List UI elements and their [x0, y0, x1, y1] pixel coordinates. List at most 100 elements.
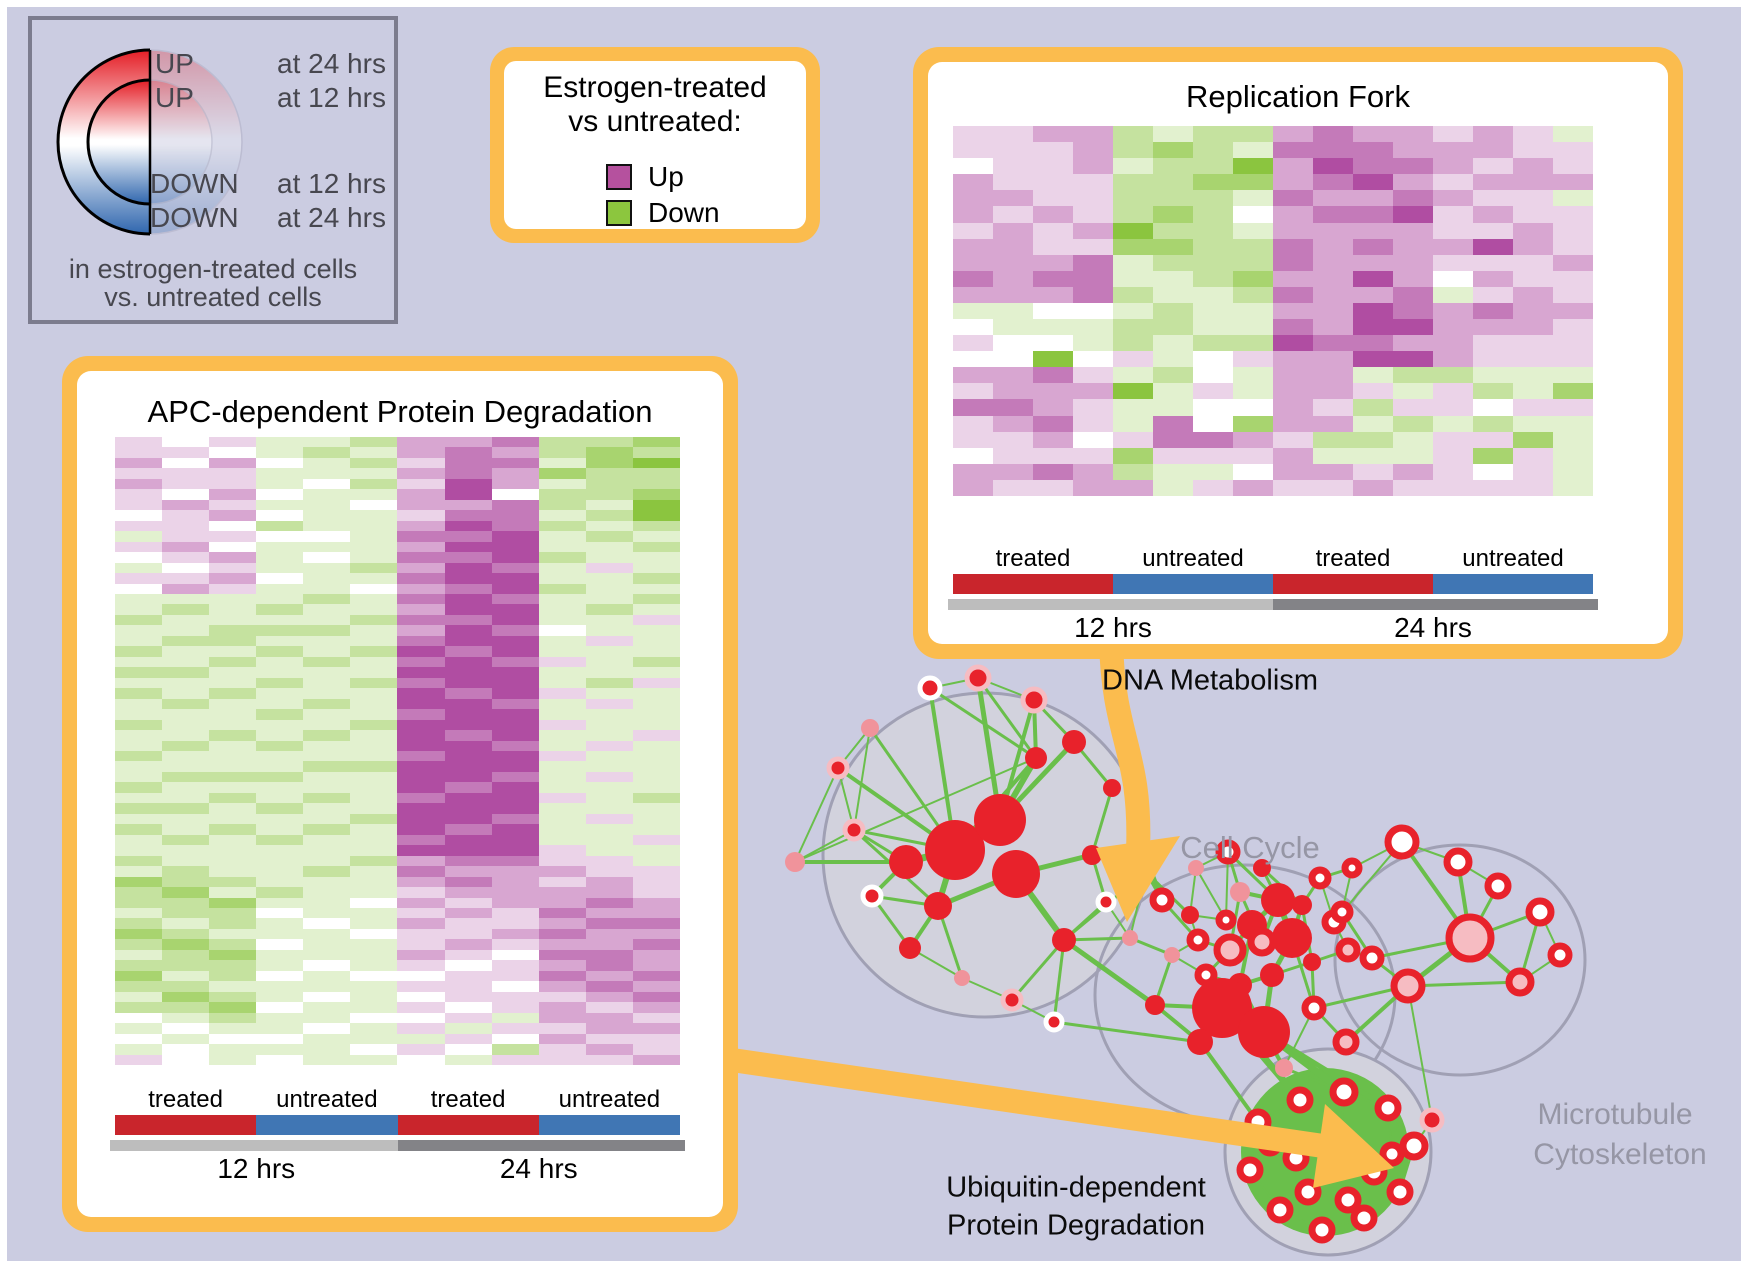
heatmap-cell	[350, 991, 398, 1003]
heatmap-cell	[585, 499, 633, 511]
heatmap-cell	[209, 761, 257, 772]
group-label: treated	[995, 545, 1071, 572]
heatmap-cell	[397, 646, 445, 657]
heatmap-cell	[303, 698, 351, 710]
heatmap-cell	[1193, 238, 1233, 255]
heatmap-cell	[1273, 158, 1313, 175]
heatmap-cell	[1473, 190, 1513, 207]
heatmap-cell	[1473, 142, 1513, 159]
heatmap-cell	[585, 907, 633, 919]
heatmap-cell	[256, 813, 304, 825]
heatmap-cell	[397, 939, 445, 950]
heatmap-cell	[115, 667, 163, 678]
heatmap-cell	[115, 876, 163, 888]
heatmap-cell	[1273, 302, 1313, 320]
heatmap-cell	[953, 254, 993, 271]
heatmap-cell	[585, 792, 633, 804]
heatmap-cell	[1473, 270, 1513, 287]
heatmap-cell	[1033, 319, 1073, 336]
heatmap-cell	[632, 907, 680, 919]
network-edge	[1010, 939, 1066, 1001]
heatmap-cell	[632, 855, 680, 867]
heatmap-cell	[350, 447, 398, 458]
heatmap-cell	[162, 939, 210, 950]
heatmap-cell	[538, 520, 586, 532]
heatmap-cell	[632, 593, 680, 605]
heatmap-cell	[303, 907, 351, 919]
heatmap-cell	[1553, 158, 1593, 175]
heatmap-cell	[1313, 351, 1353, 368]
heatmap-cell	[209, 677, 257, 689]
group-bar	[538, 1115, 680, 1135]
heatmap-cell	[209, 614, 257, 626]
heatmap-cell	[444, 688, 492, 699]
heatmap-cell	[538, 866, 586, 877]
heatmap-cell	[444, 750, 492, 762]
heatmap-cell	[209, 792, 257, 804]
heatmap-cell	[1033, 367, 1073, 384]
heatmap-cell	[209, 855, 257, 867]
heatmap-cell	[491, 468, 539, 479]
heatmap-cell	[209, 562, 257, 574]
down-swatch	[606, 200, 632, 226]
heatmap-cell	[350, 803, 398, 814]
heatmap-cell	[538, 897, 586, 908]
heatmap-cell	[209, 604, 257, 615]
heatmap-cell	[491, 740, 539, 751]
heatmap-cell	[1353, 174, 1393, 191]
heatmap-cell	[397, 792, 445, 804]
heatmap-cell	[256, 866, 304, 877]
replication-fork-group-labels: treated untreated treated untreated	[953, 545, 1593, 573]
heatmap-cell	[350, 740, 398, 751]
heatmap-cell	[256, 970, 304, 982]
network-node	[1547, 942, 1573, 968]
heatmap-cell	[491, 531, 539, 542]
heatmap-cell	[162, 970, 210, 982]
heatmap-cell	[953, 142, 993, 159]
heatmap-cell	[1233, 190, 1273, 207]
heatmap-cell	[162, 782, 210, 793]
heatmap-cell	[491, 677, 539, 689]
heatmap-cell	[538, 824, 586, 835]
heatmap-cell	[303, 677, 351, 689]
heatmap-cell	[303, 614, 351, 626]
heatmap-cell	[256, 834, 304, 846]
heatmap-cell	[1513, 222, 1553, 239]
heatmap-cell	[1473, 335, 1513, 352]
heatmap-cell	[1353, 399, 1393, 416]
heatmap-cell	[1553, 206, 1593, 223]
heatmap-cell	[397, 907, 445, 919]
heatmap-cell	[444, 625, 492, 636]
heatmap-cell	[1513, 254, 1553, 271]
heatmap-cell	[1353, 158, 1393, 175]
heatmap-cell	[538, 583, 586, 594]
heatmap-cell	[585, 740, 633, 751]
heatmap-cell	[538, 981, 586, 992]
heatmap-cell	[256, 614, 304, 626]
estrogen-legend-box: Estrogen-treated vs untreated: Up Down	[490, 47, 820, 243]
heatmap-cell	[350, 667, 398, 678]
network-node	[1308, 1216, 1336, 1244]
heatmap-cell	[303, 719, 351, 731]
heatmap-cell	[256, 719, 304, 731]
heatmap-cell	[538, 457, 586, 469]
network-node	[1330, 900, 1354, 924]
network-node	[1386, 1178, 1414, 1206]
heatmap-cell	[1433, 206, 1473, 223]
heatmap-cell	[993, 286, 1033, 303]
heatmap-cell	[256, 740, 304, 751]
heatmap-cell	[350, 750, 398, 762]
heatmap-cell	[1073, 383, 1113, 400]
heatmap-cell	[397, 573, 445, 584]
heatmap-cell	[1193, 222, 1233, 239]
heatmap-cell	[256, 499, 304, 511]
network-node	[1149, 887, 1175, 913]
heatmap-cell	[1513, 431, 1553, 448]
heatmap-cell	[538, 499, 586, 511]
estrogen-legend-title-line2: vs untreated:	[568, 105, 742, 138]
heatmap-cell	[162, 866, 210, 877]
heatmap-cell	[632, 897, 680, 908]
heatmap-cell	[585, 918, 633, 929]
heatmap-cell	[1553, 447, 1593, 464]
heatmap-cell	[303, 1054, 351, 1065]
